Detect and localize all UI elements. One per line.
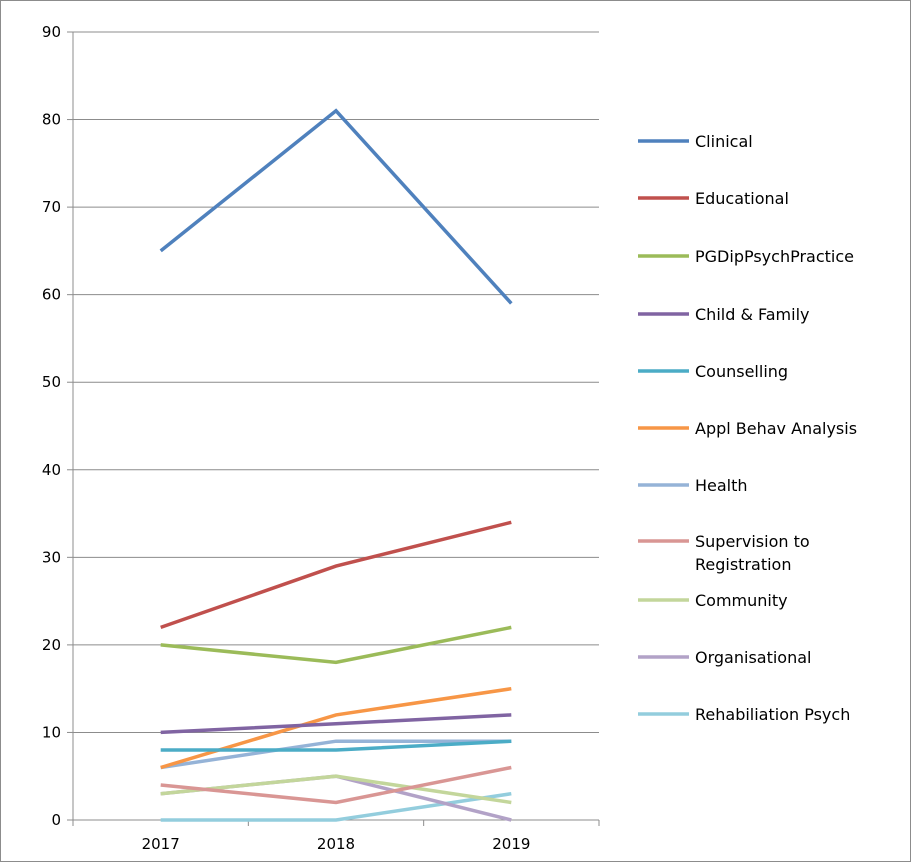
y-tick-label: 60 [42,286,61,304]
x-tick-label: 2017 [142,835,180,853]
x-tick-label: 2019 [492,835,530,853]
x-tick-label: 2018 [317,835,355,853]
legend-item: Supervision to Registration [638,532,810,574]
y-tick-label: 80 [42,111,61,129]
series-lines [159,108,513,822]
series-line-counselling [160,739,512,752]
y-tick-label: 90 [42,23,61,41]
y-tick-label: 50 [42,373,61,391]
legend-item: Health [638,476,748,495]
legend-item: Educational [638,189,789,208]
y-tick-label: 70 [42,198,61,216]
y-tick-label: 0 [51,811,61,829]
legend-item: Rehabiliation Psych [638,705,850,724]
axes: 0 10 20 30 40 50 60 70 80 90 2017 2018 2019 [42,23,600,853]
y-tick-label: 30 [42,548,61,566]
series-line-child-family [160,713,512,735]
legend-label: Clinical [695,132,753,151]
series-line-organisational [160,774,512,822]
legend-label: PGDipPsychPractice [695,247,854,266]
legend-label: Supervision to Registration [695,532,810,574]
legend-item: Counselling [638,362,788,381]
legend: Clinical Educational PGDipPsychPractice Chi… [638,132,857,724]
y-tick-label: 10 [42,723,61,741]
legend-label: Rehabiliation Psych [695,705,850,724]
legend-item: Organisational [638,648,811,667]
gridlines [73,31,599,733]
legend-label: Educational [695,189,789,208]
series-line-educational [160,520,512,630]
legend-item: Clinical [638,132,753,151]
series-line-supervision-to-registration [160,765,512,805]
legend-label: Counselling [695,362,788,381]
legend-item: Community [638,591,788,610]
legend-item: Appl Behav Analysis [638,419,857,438]
legend-item: PGDipPsychPractice [638,247,854,266]
y-tick-label: 40 [42,461,61,479]
series-line-health [160,739,512,770]
legend-label: Child & Family [695,305,810,324]
series-line-community [160,774,512,805]
legend-label: Community [695,591,788,610]
series-line-rehabiliation-psych [160,791,512,822]
y-tick-label: 20 [42,636,61,654]
series-line-clinical [159,108,513,305]
legend-label: Organisational [695,648,811,667]
legend-label: Health [695,476,748,495]
legend-item: Child & Family [638,305,810,324]
series-line-pgdippsychpractice [160,625,512,665]
legend-label: Appl Behav Analysis [695,419,857,438]
